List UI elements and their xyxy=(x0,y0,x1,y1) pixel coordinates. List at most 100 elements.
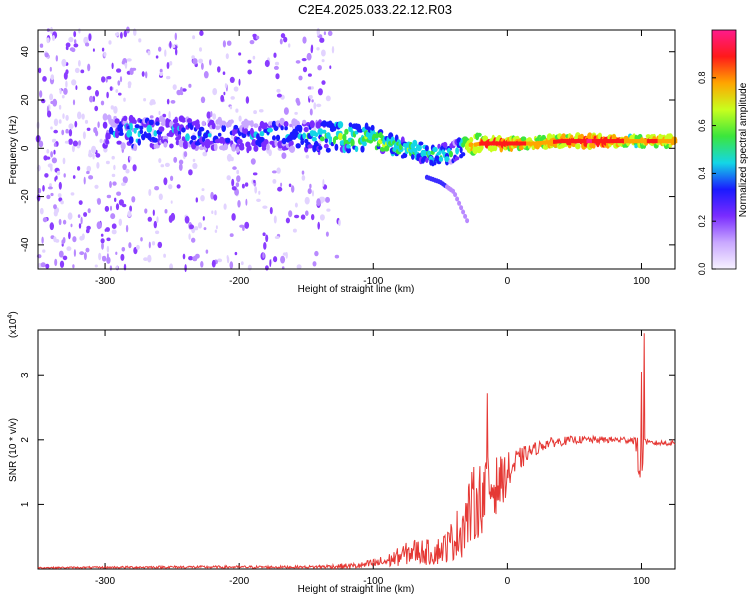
spectrogram-core-cell xyxy=(669,139,672,144)
snr-plot-frame xyxy=(37,329,676,570)
spectrogram-noise-cell xyxy=(169,263,174,271)
spectrogram-noise-cell xyxy=(47,186,53,190)
spectrogram-noise-cell xyxy=(94,184,99,189)
spectrogram-noise-cell xyxy=(87,63,91,72)
spectrogram-noise-cell xyxy=(92,153,95,160)
spectrogram-ridge-cell xyxy=(281,137,287,145)
spectrogram-noise-cell xyxy=(306,52,312,61)
spectrogram-noise-cell xyxy=(323,31,326,36)
spectrogram-ridge-cell xyxy=(148,119,154,126)
spectrogram-noise-cell xyxy=(174,32,177,41)
spectrogram-core-cell xyxy=(496,141,499,146)
spectrogram-ridge-cell xyxy=(219,136,225,144)
spectrogram-noise-cell xyxy=(46,37,50,44)
spectrogram-ridge-cell xyxy=(275,134,281,141)
spectrogram-ridge-cell xyxy=(114,118,120,124)
spectrogram-core-cell xyxy=(585,139,588,144)
spectrogram-noise-cell xyxy=(269,207,273,215)
spectrogram-noise-cell xyxy=(151,241,156,246)
spectrogram-core-cell xyxy=(504,141,507,146)
spectrogram-ridge-cell xyxy=(158,126,165,132)
spectrogram-noise-cell xyxy=(67,212,73,220)
spectrogram-x-tick-label: 100 xyxy=(633,276,650,287)
spectrogram-core-cell xyxy=(526,141,529,146)
spectrogram-core-cell xyxy=(514,141,517,146)
spectrogram-noise-cell xyxy=(314,250,319,257)
spectrogram-y-tick-label: -20 xyxy=(20,189,31,204)
spectrogram-core-cell xyxy=(642,139,646,144)
spectrogram-core-cell xyxy=(506,141,509,146)
spectrogram-noise-cell xyxy=(249,40,255,45)
spectrogram-ridge-cell xyxy=(233,124,239,130)
spectrogram-core-cell xyxy=(562,139,565,144)
spectrogram-ridge-cell xyxy=(325,147,331,153)
spectrogram-ridge-cell xyxy=(213,143,218,152)
spectrogram-ridge-cell xyxy=(225,137,231,144)
colorbar-tick-label: 0.0 xyxy=(697,263,707,276)
spectrogram-noise-cell xyxy=(244,182,249,187)
spectrogram-noise-cell xyxy=(164,209,168,214)
spectrogram-noise-cell xyxy=(92,48,95,52)
spectrogram-noise-cell xyxy=(49,93,54,101)
spectrogram-noise-cell xyxy=(202,151,208,157)
spectrogram-noise-cell xyxy=(166,62,170,69)
spectrogram-noise-cell xyxy=(83,212,88,217)
spectrogram-core-cell xyxy=(485,141,489,146)
spectrogram-noise-cell xyxy=(72,99,76,106)
spectrogram-noise-cell xyxy=(103,51,107,57)
spectrogram-noise-cell xyxy=(232,186,237,191)
spectrogram-core-cell xyxy=(532,141,536,146)
spectrogram-core-cell xyxy=(487,141,490,146)
spectrogram-ridge-cell xyxy=(476,132,482,137)
spectrogram-x-tick-label: -100 xyxy=(363,276,383,287)
spectrogram-core-cell xyxy=(550,140,553,144)
spectrogram-ridge-cell xyxy=(261,146,267,151)
spectrogram-noise-cell xyxy=(223,203,227,210)
spectrogram-core-cell xyxy=(664,139,667,144)
spectrogram-noise-cell xyxy=(302,66,308,73)
spectrogram-noise-cell xyxy=(100,100,105,106)
spectrogram-noise-cell xyxy=(109,86,113,91)
spectrogram-noise-cell xyxy=(50,163,53,172)
spectrogram-noise-cell xyxy=(49,183,52,188)
spectrogram-noise-cell xyxy=(247,59,252,64)
spectrogram-core-cell xyxy=(671,139,674,144)
spectrogram-noise-cell xyxy=(307,73,312,77)
spectrogram-core-cell xyxy=(636,139,639,144)
spectrogram-noise-cell xyxy=(86,127,91,131)
spectrogram-noise-cell xyxy=(140,237,143,242)
spectrogram-noise-cell xyxy=(68,138,73,145)
spectrogram-core-cell xyxy=(624,139,627,144)
spectrogram-noise-cell xyxy=(163,177,168,186)
spectrogram-noise-cell xyxy=(231,178,235,187)
spectrogram-core-cell xyxy=(481,141,485,146)
spectrogram-ridge-cell xyxy=(579,133,584,140)
spectrogram-ridge-cell xyxy=(298,127,303,133)
spectrogram-noise-cell xyxy=(53,118,59,127)
spectrogram-noise-cell xyxy=(129,156,132,161)
spectrogram-core-cell xyxy=(544,140,548,145)
spectrogram-noise-cell xyxy=(264,59,270,68)
spectrogram-noise-cell xyxy=(301,175,306,181)
spectrogram-noise-cell xyxy=(189,224,194,230)
spectrogram-noise-cell xyxy=(217,258,223,263)
spectrogram-core-cell xyxy=(628,139,631,144)
spectrogram-core-cell xyxy=(587,139,591,144)
spectrogram-noise-cell xyxy=(241,183,245,189)
spectrogram-noise-cell xyxy=(307,188,312,195)
spectrogram-branch-cell xyxy=(463,213,468,219)
spectrogram-noise-cell xyxy=(294,111,298,115)
spectrogram-noise-cell xyxy=(225,53,229,60)
spectrogram-noise-cell xyxy=(114,32,120,37)
spectrogram-noise-cell xyxy=(121,182,126,186)
spectrogram-noise-cell xyxy=(280,182,283,187)
spectrogram-noise-cell xyxy=(247,264,252,271)
spectrogram-noise-cell xyxy=(229,105,233,110)
spectrogram-core-cell xyxy=(477,141,481,146)
spectrogram-noise-cell xyxy=(120,32,123,39)
spectrogram-noise-cell xyxy=(282,252,288,256)
spectrogram-ridge-cell xyxy=(324,137,328,144)
spectrogram-ridge-cell xyxy=(102,113,108,121)
spectrogram-noise-cell xyxy=(325,196,330,203)
spectrogram-core-cell xyxy=(645,139,648,144)
